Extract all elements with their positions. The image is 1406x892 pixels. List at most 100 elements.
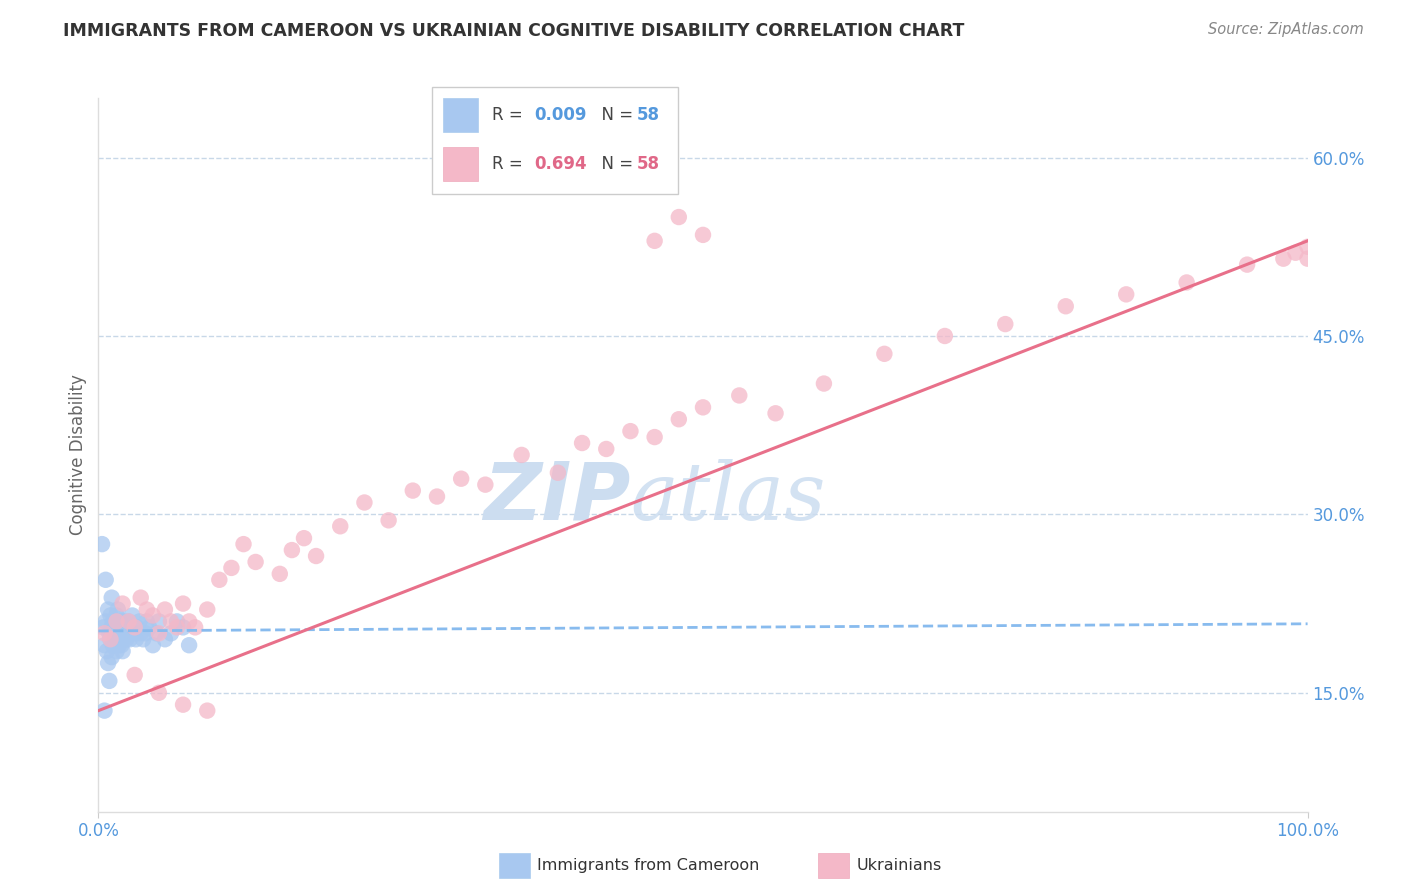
Point xyxy=(184,620,207,634)
Point xyxy=(105,608,128,623)
Point xyxy=(510,448,533,462)
Point xyxy=(148,615,170,629)
Point xyxy=(179,638,201,652)
Point xyxy=(148,626,170,640)
Point xyxy=(619,424,641,438)
Point xyxy=(208,573,231,587)
Point xyxy=(160,615,183,629)
Point xyxy=(179,615,201,629)
Point xyxy=(111,597,134,611)
Point xyxy=(728,388,751,402)
Point xyxy=(110,638,132,652)
Point xyxy=(668,412,690,426)
Point xyxy=(108,615,131,629)
Point xyxy=(474,477,496,491)
Point xyxy=(547,466,569,480)
Point xyxy=(135,602,157,616)
Point xyxy=(292,531,315,545)
Point xyxy=(138,620,160,634)
Point xyxy=(281,543,304,558)
Point xyxy=(93,704,115,718)
Text: 0.009: 0.009 xyxy=(534,106,586,124)
Point xyxy=(166,620,188,634)
Point xyxy=(124,620,146,634)
Text: Immigrants from Cameroon: Immigrants from Cameroon xyxy=(537,858,759,872)
Point xyxy=(91,537,114,551)
Y-axis label: Cognitive Disability: Cognitive Disability xyxy=(69,375,87,535)
Point xyxy=(668,210,690,224)
Point xyxy=(692,401,714,415)
Point xyxy=(114,620,136,634)
Point xyxy=(1284,245,1306,260)
Point xyxy=(195,704,218,718)
Point xyxy=(195,602,218,616)
Point xyxy=(269,566,291,581)
Point xyxy=(97,656,120,670)
Point xyxy=(121,608,143,623)
Point xyxy=(994,317,1017,331)
Text: 58: 58 xyxy=(637,106,659,124)
Text: N =: N = xyxy=(591,106,638,124)
Point xyxy=(329,519,352,533)
Point xyxy=(571,436,593,450)
Point xyxy=(103,615,125,629)
Point xyxy=(129,626,152,640)
Point xyxy=(111,644,134,658)
Point xyxy=(103,626,125,640)
Point xyxy=(145,626,167,640)
Point xyxy=(118,615,141,629)
Point xyxy=(353,495,375,509)
Point xyxy=(124,626,146,640)
Text: N =: N = xyxy=(591,155,638,173)
Point xyxy=(1296,252,1319,266)
Point xyxy=(127,620,149,634)
Text: Source: ZipAtlas.com: Source: ZipAtlas.com xyxy=(1208,22,1364,37)
Point xyxy=(118,615,141,629)
Point xyxy=(1236,258,1258,272)
Point xyxy=(644,234,666,248)
Point xyxy=(245,555,267,569)
Point xyxy=(1115,287,1137,301)
Point xyxy=(450,472,472,486)
Text: Ukrainians: Ukrainians xyxy=(856,858,942,872)
Point xyxy=(221,561,243,575)
Point xyxy=(1296,240,1319,254)
Point xyxy=(107,602,129,616)
Point xyxy=(172,597,194,611)
Point xyxy=(172,698,194,712)
Point xyxy=(692,227,714,242)
Point xyxy=(105,615,128,629)
Point xyxy=(117,626,139,640)
Point xyxy=(644,430,666,444)
Point xyxy=(135,626,157,640)
Point xyxy=(873,347,896,361)
Point xyxy=(765,406,787,420)
Point xyxy=(125,632,148,647)
Point xyxy=(98,673,121,688)
Point xyxy=(104,632,127,647)
Text: R =: R = xyxy=(492,155,529,173)
Point xyxy=(305,549,328,563)
Point xyxy=(100,620,122,634)
Point xyxy=(108,638,131,652)
Point xyxy=(107,626,129,640)
Point xyxy=(100,650,122,665)
Point xyxy=(934,329,956,343)
Point xyxy=(105,644,128,658)
Point xyxy=(232,537,254,551)
Text: atlas: atlas xyxy=(630,459,825,536)
Point xyxy=(160,626,183,640)
Point xyxy=(402,483,425,498)
Point xyxy=(93,626,115,640)
Point xyxy=(100,591,122,605)
Point xyxy=(120,626,142,640)
Point xyxy=(100,608,122,623)
Point xyxy=(97,602,120,616)
Text: R =: R = xyxy=(492,106,529,124)
Text: 0.694: 0.694 xyxy=(534,155,586,173)
Text: ZIP: ZIP xyxy=(484,458,630,537)
Point xyxy=(108,620,131,634)
Point xyxy=(129,591,152,605)
Point xyxy=(115,632,138,647)
Point xyxy=(101,615,124,629)
